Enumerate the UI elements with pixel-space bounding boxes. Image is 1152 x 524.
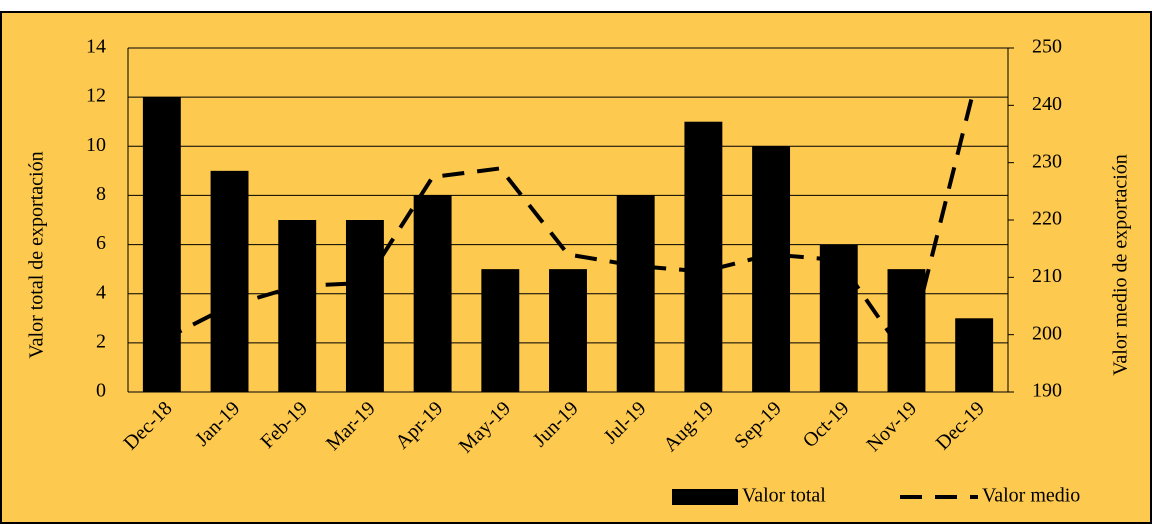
y2-axis-title: Valor medio de exportación xyxy=(1110,154,1132,376)
y-tick-label: 0 xyxy=(96,380,106,402)
bar xyxy=(549,269,587,392)
bar xyxy=(210,170,249,392)
bar xyxy=(955,318,994,392)
y-tick-label: 6 xyxy=(96,232,106,254)
y2-tick-label: 220 xyxy=(1032,208,1062,230)
bar xyxy=(481,269,520,392)
bar xyxy=(142,97,181,393)
y2-tick-label: 250 xyxy=(1032,36,1062,58)
y-tick-label: 10 xyxy=(86,134,106,156)
bar xyxy=(752,146,791,392)
legend-swatch xyxy=(672,489,738,505)
y2-tick-label: 200 xyxy=(1032,322,1062,344)
bar xyxy=(684,121,723,392)
legend-label: Valor total xyxy=(742,485,826,507)
bar xyxy=(616,195,655,392)
y2-tick-label: 190 xyxy=(1032,380,1062,402)
y2-tick-label: 240 xyxy=(1032,93,1062,115)
y-tick-label: 8 xyxy=(96,183,106,205)
bar xyxy=(278,220,317,392)
bar xyxy=(345,220,384,392)
bar xyxy=(413,195,452,392)
line-series xyxy=(160,87,977,363)
y2-tick-label: 210 xyxy=(1032,265,1062,287)
y-tick-label: 2 xyxy=(96,330,106,352)
y-tick-label: 14 xyxy=(86,36,106,58)
legend-label: Valor medio xyxy=(982,485,1080,507)
y-tick-label: 4 xyxy=(96,281,106,303)
y-axis-title: Valor total de exportación xyxy=(26,151,48,358)
bar xyxy=(819,244,858,392)
bar xyxy=(887,269,926,392)
y-tick-label: 12 xyxy=(86,85,106,107)
y2-tick-label: 230 xyxy=(1032,150,1062,172)
